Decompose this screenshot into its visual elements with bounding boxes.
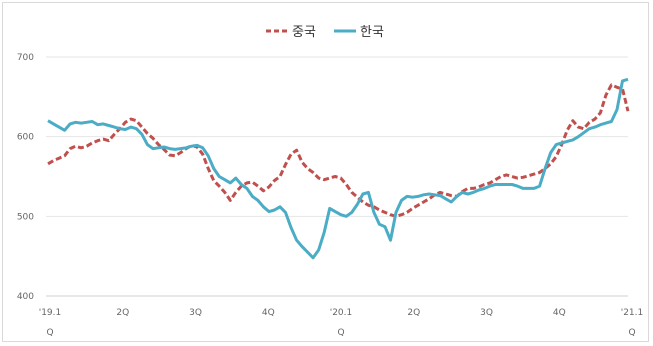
y-tick-label: 400 bbox=[17, 292, 34, 302]
x-tick-label: '20.1 bbox=[330, 308, 353, 318]
x-tick-label: 4Q bbox=[553, 308, 566, 318]
x-tick-label: '19.1 bbox=[39, 308, 62, 318]
x-tick-label-suffix: Q bbox=[628, 328, 635, 338]
y-tick-label: 600 bbox=[17, 133, 34, 143]
legend-label-china: 중국 bbox=[292, 25, 316, 40]
series-line-korea bbox=[47, 77, 629, 260]
legend-label-korea: 한국 bbox=[360, 25, 384, 40]
x-tick-label: '21.1 bbox=[621, 308, 644, 318]
x-tick-label-suffix: Q bbox=[337, 328, 344, 338]
series-lines bbox=[47, 77, 630, 260]
series-line-china bbox=[47, 83, 630, 218]
y-tick-label: 700 bbox=[17, 53, 34, 63]
x-tick-label-suffix: Q bbox=[46, 328, 53, 338]
y-axis-ticks: 700 600 500 400 bbox=[17, 53, 34, 302]
x-tick-label: 4Q bbox=[262, 308, 275, 318]
legend: 중국 한국 bbox=[266, 25, 384, 40]
x-axis-ticks: '19.1 Q 2Q 3Q 4Q '20.1 Q 2Q 3Q 4Q '21.1 Q bbox=[39, 308, 644, 338]
x-tick-label: 3Q bbox=[480, 308, 493, 318]
x-tick-label: 2Q bbox=[407, 308, 420, 318]
x-tick-label: 3Q bbox=[189, 308, 202, 318]
y-tick-label: 500 bbox=[17, 212, 34, 222]
x-tick-label: 2Q bbox=[116, 308, 129, 318]
